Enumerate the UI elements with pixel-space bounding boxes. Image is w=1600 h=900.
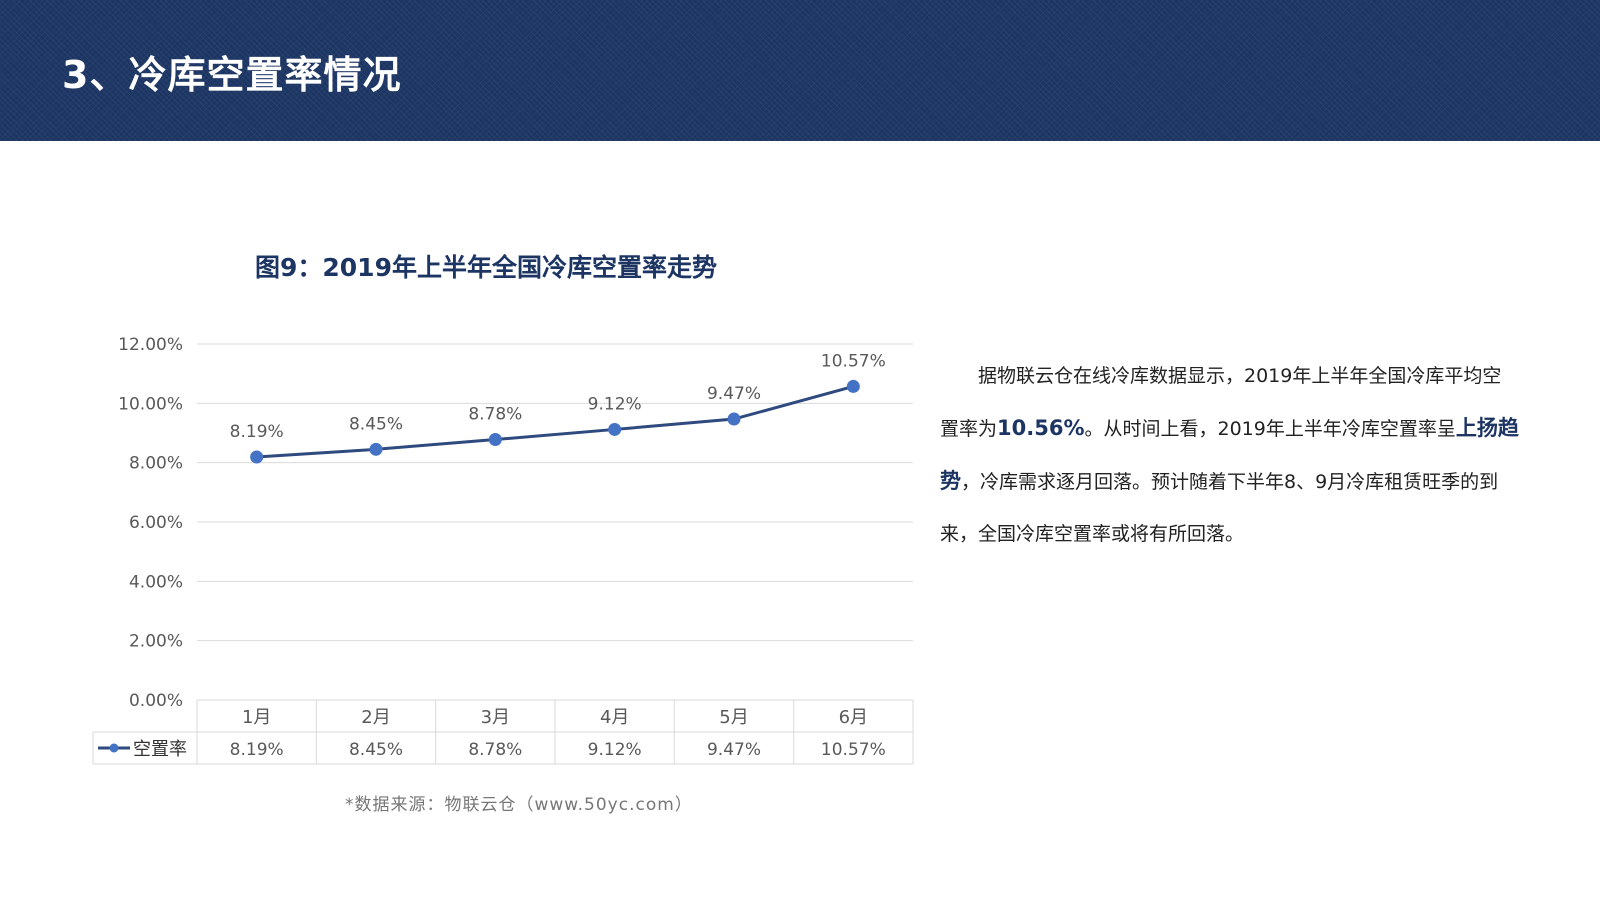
x-tick-label: 2月 — [361, 707, 390, 728]
description-highlight-trend: 上扬趋势 — [940, 416, 1519, 493]
description-text-2: 。从时间上看，2019年上半年冷库空置率呈 — [1084, 418, 1456, 440]
description-text-1: 据物联云仓在线冷库数据显示，2019年上半年全国冷库平均空置率为 — [940, 365, 1502, 440]
page-title: 3、冷库空置率情况 — [62, 53, 402, 97]
description-highlight-rate: 10.56% — [997, 416, 1085, 440]
x-tick-label: 6月 — [839, 707, 868, 728]
table-value: 10.57% — [821, 740, 886, 760]
data-point — [727, 412, 741, 426]
description-text-3: ，冷库需求逐月回落。预计随着下半年8、9月冷库租赁旺季的到来，全国冷库空置率或将… — [940, 471, 1499, 545]
source-note: *数据来源：物联云仓（www.50yc.com） — [345, 795, 693, 815]
line-chart: 0.00% 2.00% 4.00% 6.00% 8.00% 10.00% 12.00% 1月 2… — [92, 335, 914, 765]
y-tick-label: 10.00% — [118, 394, 183, 414]
data-label: 8.78% — [468, 405, 522, 425]
data-label: 8.45% — [349, 414, 403, 434]
header-banner: 3、冷库空置率情况 — [0, 0, 1600, 141]
data-point — [250, 450, 264, 464]
x-tick-label: 4月 — [600, 707, 629, 728]
y-tick-label: 2.00% — [129, 632, 183, 652]
data-label: 8.19% — [230, 422, 284, 442]
table-value: 8.78% — [468, 740, 522, 760]
table-value: 9.47% — [707, 740, 761, 760]
legend-marker — [109, 743, 119, 753]
chart-title: 图9：2019年上半年全国冷库空置率走势 — [255, 253, 717, 282]
table-value: 8.19% — [230, 740, 284, 760]
x-tick-label: 5月 — [719, 707, 748, 728]
data-label: 9.47% — [707, 384, 761, 404]
x-tick-label: 3月 — [481, 707, 510, 728]
y-tick-label: 6.00% — [129, 513, 183, 533]
data-label: 10.57% — [821, 351, 886, 371]
table-value: 8.45% — [349, 740, 403, 760]
data-point — [846, 379, 860, 393]
data-point — [488, 433, 502, 447]
legend-label: 空置率 — [133, 739, 187, 760]
description-paragraph: 据物联云仓在线冷库数据显示，2019年上半年全国冷库平均空置率为10.56%。从… — [940, 350, 1520, 560]
y-tick-label: 0.00% — [129, 691, 183, 711]
x-tick-label: 1月 — [242, 707, 271, 728]
y-tick-label: 8.00% — [129, 454, 183, 474]
table-value: 9.12% — [588, 740, 642, 760]
data-point — [369, 442, 383, 456]
series-line — [256, 384, 854, 459]
data-point — [608, 422, 622, 436]
y-tick-label: 4.00% — [129, 572, 183, 592]
data-label: 9.12% — [588, 394, 642, 414]
y-tick-label: 12.00% — [118, 335, 183, 355]
